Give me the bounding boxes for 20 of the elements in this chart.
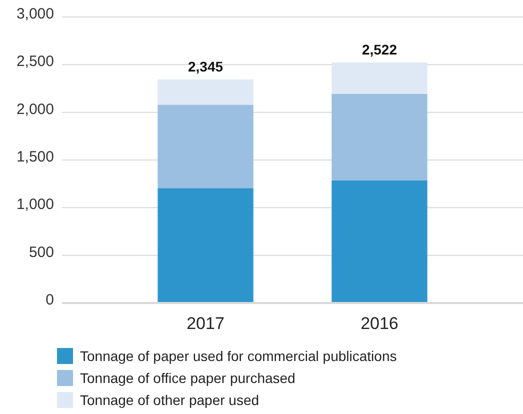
x-tick-label: 2016	[360, 314, 398, 333]
y-tick-label: 2,500	[16, 53, 54, 70]
y-tick-label: 1,500	[16, 148, 54, 166]
y-tick-label: 500	[28, 244, 54, 261]
bar	[332, 62, 428, 94]
bar	[158, 79, 254, 105]
y-tick-label: 2,000	[16, 100, 54, 118]
bar	[158, 188, 254, 303]
legend-label: Tonnage of office paper purchased	[80, 370, 296, 386]
total-label: 2,522	[362, 42, 398, 58]
y-tick-label: 1,000	[16, 196, 54, 214]
y-tick-label: 3,000	[16, 6, 54, 22]
bar	[332, 94, 428, 180]
total-label: 2,345	[188, 58, 224, 74]
x-tick-label: 2017	[186, 314, 224, 333]
bar	[158, 104, 254, 188]
legend-label: Tonnage of other paper used	[80, 392, 260, 408]
legend-label: Tonnage of paper used for commercial publications	[80, 348, 397, 364]
bar	[332, 180, 428, 303]
y-tick-label: 0	[46, 292, 54, 308]
